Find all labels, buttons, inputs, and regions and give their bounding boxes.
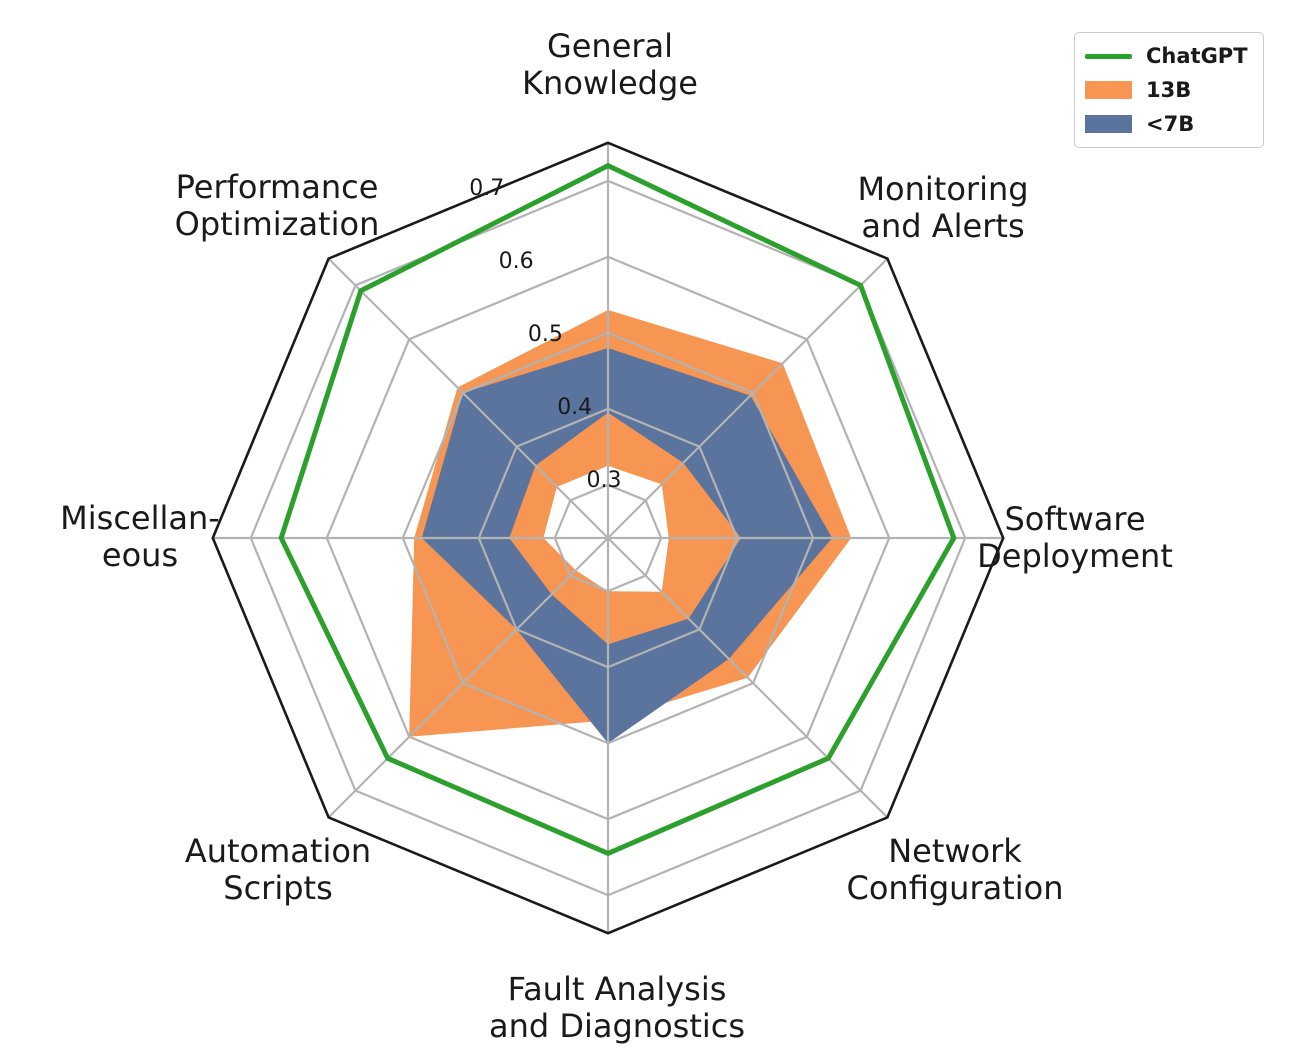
7b-patch-swatch [1085, 115, 1132, 133]
radar-spoke-1 [607, 257, 889, 539]
legend-item-13b: 13B [1085, 77, 1251, 103]
series-band-7b [421, 348, 833, 744]
13b-patch-swatch [1085, 81, 1132, 99]
axis-label-general-knowledge: General Knowledge [522, 27, 698, 102]
axis-label-monitoring-and-alerts: Monitoring and Alerts [857, 170, 1028, 245]
axis-label-miscellaneous: Miscellan-eous [60, 499, 220, 574]
legend-item-7b: <7B [1085, 111, 1251, 137]
radial-tick-label-0.6: 0.6 [499, 249, 534, 274]
radar-spoke-7 [327, 257, 609, 539]
legend-label-7b: <7B [1146, 111, 1195, 136]
radial-tick-label-0.3: 0.3 [587, 468, 622, 493]
axis-label-automation-scripts: Automation Scripts [185, 832, 371, 907]
radial-tick-label-0.4: 0.4 [557, 395, 592, 420]
chatgpt-line-swatch [1085, 53, 1132, 59]
radar-spoke-3 [607, 537, 889, 819]
axis-label-software-deployment: Software Deployment [977, 500, 1173, 575]
legend: ChatGPT 13B <7B [1074, 32, 1264, 148]
radar-spoke-5 [327, 537, 609, 819]
axis-label-network-configuration: Network Configuration [846, 832, 1063, 907]
radial-tick-label-0.7: 0.7 [469, 176, 504, 201]
radial-tick-label-0.5: 0.5 [528, 322, 563, 347]
legend-item-chatgpt: ChatGPT [1085, 43, 1251, 69]
series-line-chatgpt [278, 162, 957, 857]
axis-label-performance-optimization: Performance Optimization [175, 168, 380, 243]
axis-label-fault-analysis-and-diagnostics: Fault Analysis and Diagnostics [489, 970, 745, 1045]
legend-label-13b: 13B [1146, 77, 1192, 102]
radar-outer-frame [211, 141, 1005, 935]
legend-label-chatgpt: ChatGPT [1146, 43, 1248, 68]
